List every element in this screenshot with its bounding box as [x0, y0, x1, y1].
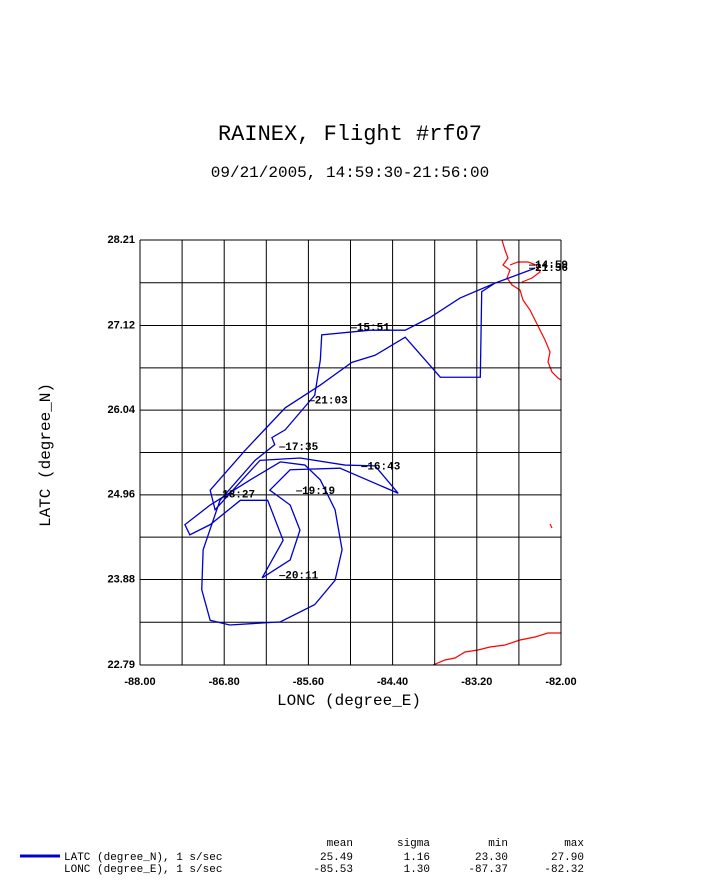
- y-axis-label: LATC (degree_N): [37, 383, 55, 527]
- stats-header: mean: [327, 838, 353, 850]
- y-tick-label: 28.21: [107, 234, 135, 246]
- annotation: 19:19: [302, 486, 335, 498]
- stats-value: 27.90: [551, 852, 584, 864]
- y-tick-label: 24.96: [107, 489, 135, 501]
- coast-florida: [501, 239, 562, 381]
- y-tick-label: 26.04: [107, 404, 135, 416]
- stats-header: max: [564, 838, 584, 850]
- annotation: 14:59: [535, 260, 568, 272]
- x-tick-label: -82.00: [545, 676, 576, 688]
- annotation: 17:35: [285, 442, 318, 454]
- annotation: 16:43: [367, 462, 400, 474]
- stats-label: LATC (degree_N), 1 s/sec: [64, 852, 222, 864]
- annotation: 18:27: [222, 490, 255, 502]
- x-axis-label: LONC (degree_E): [277, 692, 421, 710]
- x-tick-label: -83.20: [461, 676, 492, 688]
- stats-value: -85.53: [313, 864, 353, 876]
- stats-header: sigma: [397, 838, 430, 850]
- chart-title: RAINEX, Flight #rf07: [218, 122, 482, 147]
- stats-value: -87.37: [468, 864, 508, 876]
- x-tick-label: -85.60: [293, 676, 324, 688]
- stats-value: -82.32: [544, 864, 584, 876]
- annotation: 21:03: [315, 396, 348, 408]
- y-tick-label: 27.12: [107, 319, 135, 331]
- annotation: 15:51: [357, 323, 390, 335]
- coast-keys: [509, 261, 541, 283]
- annotation: 21:56: [535, 263, 568, 275]
- stats-header: min: [488, 838, 508, 850]
- stats-label: LONC (degree_E), 1 s/sec: [64, 864, 222, 876]
- stats-value: 1.16: [404, 852, 430, 864]
- coast-bits: [549, 523, 553, 529]
- stats-value: 1.30: [404, 864, 430, 876]
- x-tick-label: -84.40: [377, 676, 408, 688]
- coastline: [432, 239, 562, 666]
- stats-value: 25.49: [320, 852, 353, 864]
- stats-value: 23.30: [475, 852, 508, 864]
- y-tick-label: 23.88: [107, 573, 135, 585]
- x-tick-label: -88.00: [124, 676, 155, 688]
- chart-subtitle: 09/21/2005, 14:59:30-21:56:00: [211, 164, 489, 182]
- flight-track: [184, 267, 536, 626]
- x-tick-label: -86.80: [209, 676, 240, 688]
- stats-table: mean sigma min max LATC (degree_N), 1 s/…: [20, 838, 584, 876]
- coast-cuba: [432, 632, 561, 666]
- annotation: 20:11: [285, 571, 318, 583]
- y-tick-label: 22.79: [107, 659, 135, 671]
